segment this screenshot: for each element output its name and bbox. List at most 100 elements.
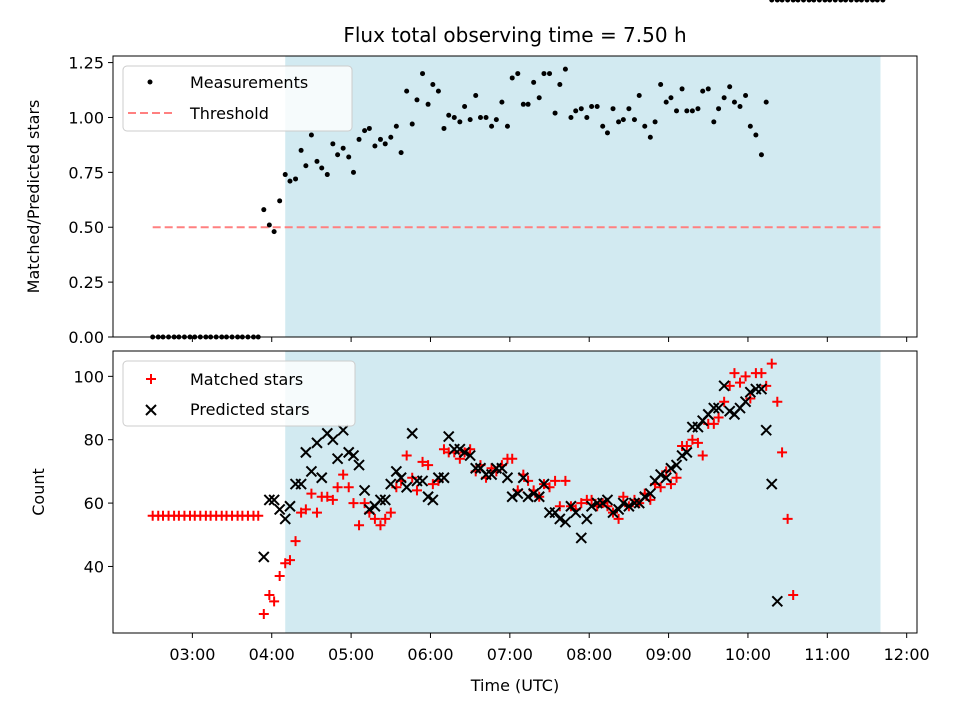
measurement-point xyxy=(446,112,452,118)
measurement-point xyxy=(489,123,495,129)
predicted-point xyxy=(639,491,651,503)
measurement-point xyxy=(261,207,267,213)
matched-point xyxy=(602,501,613,512)
measurement-point xyxy=(298,147,304,153)
predicted-point xyxy=(760,424,772,436)
predicted-point xyxy=(258,551,270,563)
matched-point xyxy=(369,513,380,524)
matched-point xyxy=(671,472,682,483)
predicted-point xyxy=(379,494,391,506)
matched-point xyxy=(407,472,418,483)
measurement-point xyxy=(346,154,352,160)
matched-point xyxy=(618,491,629,502)
measurement-point xyxy=(319,165,325,171)
predicted-point xyxy=(766,478,778,490)
measurement-point xyxy=(711,119,717,125)
predicted-point xyxy=(692,421,704,433)
predicted-point xyxy=(400,481,413,493)
measurement-point xyxy=(435,88,441,94)
x-tick-label: 06:00 xyxy=(407,645,453,664)
legend-measurements-label: Measurements xyxy=(190,73,308,92)
predicted-point xyxy=(607,506,619,519)
matched-point xyxy=(745,393,756,404)
predicted-point xyxy=(718,380,730,392)
measurement-point xyxy=(330,141,336,147)
measurement-point xyxy=(684,108,690,114)
matched-point xyxy=(782,513,793,524)
measurement-point xyxy=(811,0,817,3)
predicted-point xyxy=(416,475,429,487)
matched-point xyxy=(655,482,666,493)
measurement-point xyxy=(870,0,876,3)
predicted-point xyxy=(670,459,683,471)
measurement-point xyxy=(483,114,489,120)
predicted-point xyxy=(390,465,403,478)
predicted-point xyxy=(612,503,625,516)
count-y-axis-label: Count xyxy=(29,468,48,516)
matched-point xyxy=(385,507,396,518)
measurement-point xyxy=(843,0,849,3)
measurement-point xyxy=(531,79,537,85)
predicted-point xyxy=(305,465,318,478)
measurement-point xyxy=(721,95,727,101)
predicted-point xyxy=(585,500,598,512)
measurement-point xyxy=(779,0,785,3)
measurement-point xyxy=(589,103,595,109)
matched-point xyxy=(269,596,280,607)
measurements-series xyxy=(150,0,886,340)
matched-point xyxy=(713,412,724,423)
predicted-point xyxy=(628,497,641,509)
y-tick-label: 0.50 xyxy=(68,218,104,237)
measurement-point xyxy=(477,114,483,120)
predicted-point xyxy=(538,478,550,490)
measurement-point xyxy=(600,123,606,129)
measurement-point xyxy=(314,158,320,164)
y-tick-label: 0.75 xyxy=(68,163,104,182)
matched-point xyxy=(427,479,438,490)
matched-point xyxy=(258,608,269,619)
matched-point xyxy=(423,460,434,471)
predicted-point xyxy=(438,472,450,484)
predicted-point xyxy=(443,430,455,443)
measurement-point xyxy=(266,222,272,228)
predicted-point xyxy=(506,491,518,503)
matched-point xyxy=(322,491,333,502)
predicted-point xyxy=(458,446,471,459)
measurement-point xyxy=(457,119,463,125)
legend-predicted-marker xyxy=(145,404,157,416)
predicted-point xyxy=(496,462,508,474)
measurement-point xyxy=(568,114,574,120)
predicted-point xyxy=(485,468,498,481)
matched-point xyxy=(761,380,772,391)
measurement-point xyxy=(864,0,870,3)
measurement-point xyxy=(663,99,669,105)
predicted-point xyxy=(470,462,482,474)
predicted-point xyxy=(406,427,418,440)
matched-point xyxy=(740,371,751,382)
measurement-point xyxy=(769,0,775,3)
matched-point xyxy=(380,513,391,524)
measurement-point xyxy=(695,106,701,112)
predicted-point xyxy=(533,491,545,503)
y-tick-label: 80 xyxy=(84,431,104,450)
measurement-point xyxy=(822,0,828,3)
matched-point xyxy=(343,482,354,493)
measurement-point xyxy=(658,82,664,88)
y-tick-label: 60 xyxy=(84,494,104,513)
measurement-point xyxy=(806,0,812,3)
ratio-legend-box xyxy=(122,65,353,132)
predicted-point xyxy=(295,478,307,490)
predicted-point xyxy=(268,494,280,506)
measurement-point xyxy=(763,99,769,105)
predicted-point xyxy=(363,503,376,516)
matched-point xyxy=(401,450,412,461)
measurement-point xyxy=(509,75,515,81)
measurement-point xyxy=(679,86,685,92)
matched-point xyxy=(766,358,777,369)
measurement-point xyxy=(631,117,637,123)
measurement-point xyxy=(827,0,833,3)
x-tick-label: 09:00 xyxy=(646,645,692,664)
predicted-point xyxy=(501,472,514,484)
measurement-point xyxy=(287,178,293,184)
measurement-point xyxy=(398,150,404,156)
